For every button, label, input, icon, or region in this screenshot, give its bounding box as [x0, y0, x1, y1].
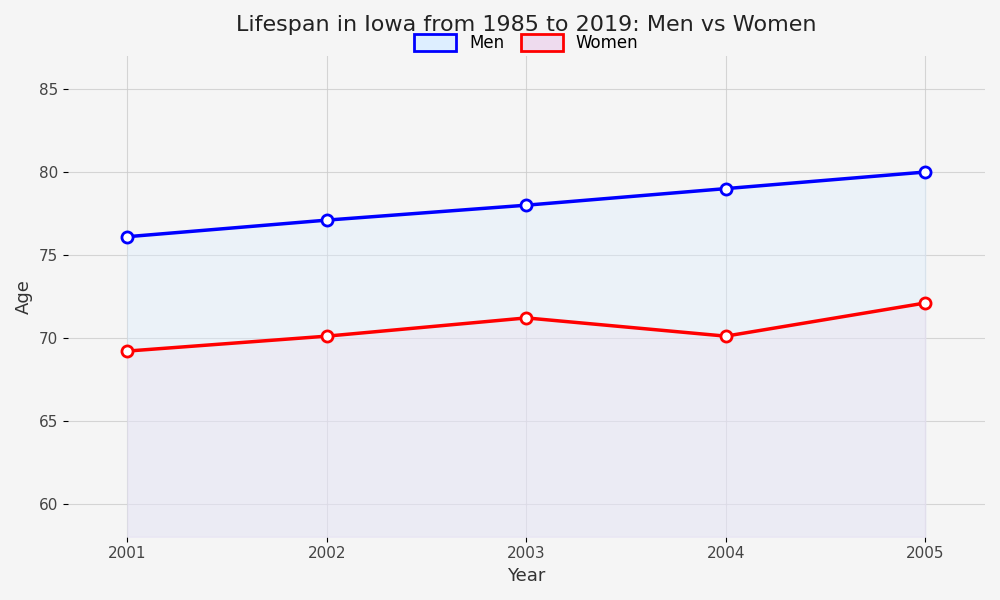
- X-axis label: Year: Year: [507, 567, 546, 585]
- Y-axis label: Age: Age: [15, 279, 33, 314]
- Legend: Men, Women: Men, Women: [406, 26, 647, 61]
- Title: Lifespan in Iowa from 1985 to 2019: Men vs Women: Lifespan in Iowa from 1985 to 2019: Men …: [236, 15, 817, 35]
